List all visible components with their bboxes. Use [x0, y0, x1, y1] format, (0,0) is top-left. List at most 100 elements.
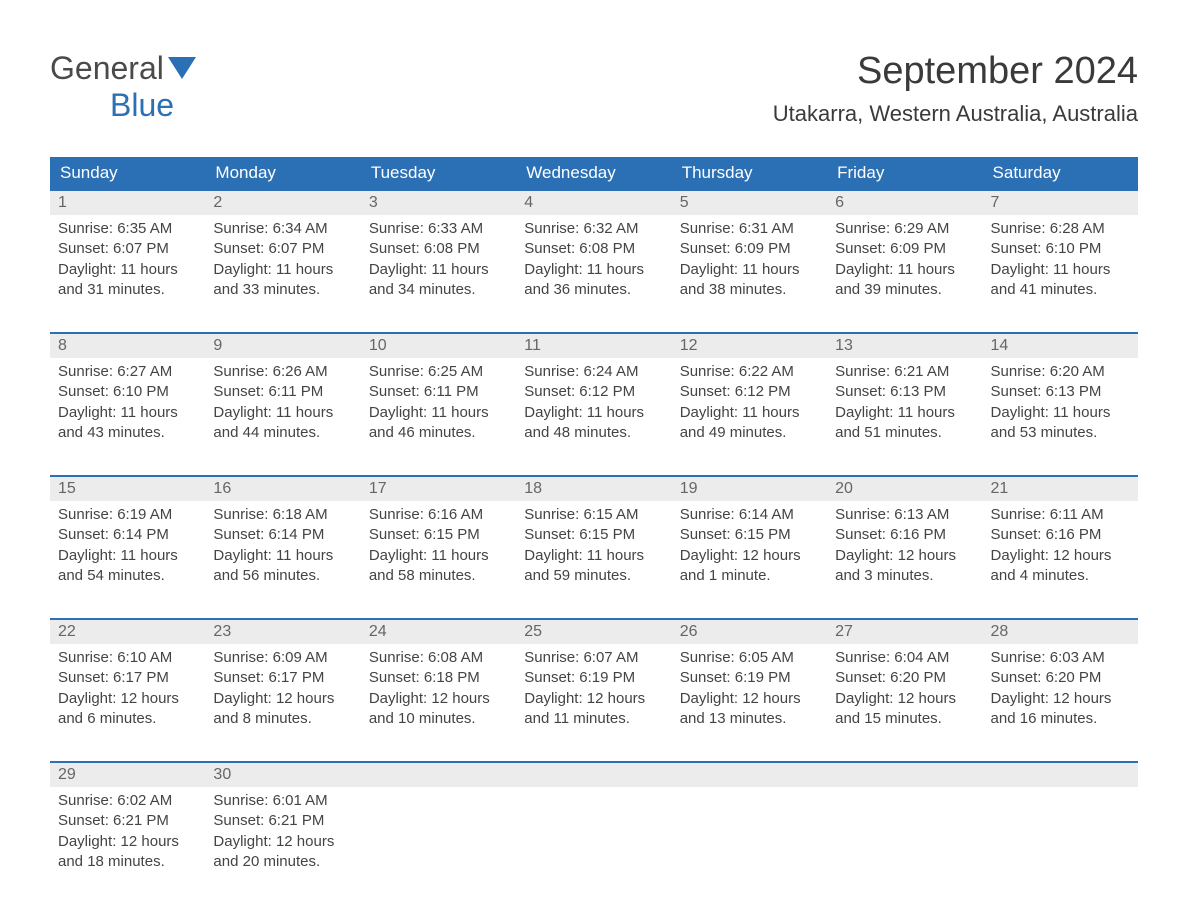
day-cell: 10Sunrise: 6:25 AMSunset: 6:11 PMDayligh…: [361, 332, 516, 447]
day-cell: 16Sunrise: 6:18 AMSunset: 6:14 PMDayligh…: [205, 475, 360, 590]
day-cell: 20Sunrise: 6:13 AMSunset: 6:16 PMDayligh…: [827, 475, 982, 590]
day-cell: 17Sunrise: 6:16 AMSunset: 6:15 PMDayligh…: [361, 475, 516, 590]
day-cell: 9Sunrise: 6:26 AMSunset: 6:11 PMDaylight…: [205, 332, 360, 447]
day-cell: 25Sunrise: 6:07 AMSunset: 6:19 PMDayligh…: [516, 618, 671, 733]
day-content: Sunrise: 6:34 AMSunset: 6:07 PMDaylight:…: [205, 215, 360, 304]
day-cell: 3Sunrise: 6:33 AMSunset: 6:08 PMDaylight…: [361, 189, 516, 304]
day-number: 2: [205, 189, 360, 215]
day-cell: 19Sunrise: 6:14 AMSunset: 6:15 PMDayligh…: [672, 475, 827, 590]
day-cell: 29Sunrise: 6:02 AMSunset: 6:21 PMDayligh…: [50, 761, 205, 876]
day-cell: 22Sunrise: 6:10 AMSunset: 6:17 PMDayligh…: [50, 618, 205, 733]
week-row: 1Sunrise: 6:35 AMSunset: 6:07 PMDaylight…: [50, 189, 1138, 304]
day-content: Sunrise: 6:18 AMSunset: 6:14 PMDaylight:…: [205, 501, 360, 590]
location-subtitle: Utakarra, Western Australia, Australia: [773, 101, 1138, 127]
day-content: Sunrise: 6:32 AMSunset: 6:08 PMDaylight:…: [516, 215, 671, 304]
day-content: Sunrise: 6:11 AMSunset: 6:16 PMDaylight:…: [983, 501, 1138, 590]
day-content: Sunrise: 6:19 AMSunset: 6:14 PMDaylight:…: [50, 501, 205, 590]
day-content: [516, 787, 671, 795]
day-content: Sunrise: 6:04 AMSunset: 6:20 PMDaylight:…: [827, 644, 982, 733]
day-cell: 23Sunrise: 6:09 AMSunset: 6:17 PMDayligh…: [205, 618, 360, 733]
day-number: 15: [50, 475, 205, 501]
day-content: Sunrise: 6:33 AMSunset: 6:08 PMDaylight:…: [361, 215, 516, 304]
day-number: 6: [827, 189, 982, 215]
day-number: .: [983, 761, 1138, 787]
day-cell: 6Sunrise: 6:29 AMSunset: 6:09 PMDaylight…: [827, 189, 982, 304]
day-cell: .: [827, 761, 982, 876]
day-cell: .: [672, 761, 827, 876]
day-content: Sunrise: 6:28 AMSunset: 6:10 PMDaylight:…: [983, 215, 1138, 304]
day-content: [672, 787, 827, 795]
day-header: Friday: [827, 157, 982, 189]
day-header: Sunday: [50, 157, 205, 189]
calendar: SundayMondayTuesdayWednesdayThursdayFrid…: [50, 157, 1138, 876]
day-cell: 28Sunrise: 6:03 AMSunset: 6:20 PMDayligh…: [983, 618, 1138, 733]
day-number: 5: [672, 189, 827, 215]
day-number: 27: [827, 618, 982, 644]
day-content: Sunrise: 6:27 AMSunset: 6:10 PMDaylight:…: [50, 358, 205, 447]
day-number: .: [361, 761, 516, 787]
day-cell: 12Sunrise: 6:22 AMSunset: 6:12 PMDayligh…: [672, 332, 827, 447]
day-number: .: [672, 761, 827, 787]
logo-flag-icon: [168, 57, 196, 79]
day-content: Sunrise: 6:24 AMSunset: 6:12 PMDaylight:…: [516, 358, 671, 447]
day-number: 17: [361, 475, 516, 501]
day-content: Sunrise: 6:31 AMSunset: 6:09 PMDaylight:…: [672, 215, 827, 304]
day-number: .: [516, 761, 671, 787]
week-row: 8Sunrise: 6:27 AMSunset: 6:10 PMDaylight…: [50, 332, 1138, 447]
day-content: [983, 787, 1138, 795]
day-cell: 15Sunrise: 6:19 AMSunset: 6:14 PMDayligh…: [50, 475, 205, 590]
day-header-row: SundayMondayTuesdayWednesdayThursdayFrid…: [50, 157, 1138, 189]
day-number: 13: [827, 332, 982, 358]
day-cell: 30Sunrise: 6:01 AMSunset: 6:21 PMDayligh…: [205, 761, 360, 876]
day-content: Sunrise: 6:01 AMSunset: 6:21 PMDaylight:…: [205, 787, 360, 876]
day-header: Thursday: [672, 157, 827, 189]
day-number: 21: [983, 475, 1138, 501]
day-number: 7: [983, 189, 1138, 215]
day-cell: 18Sunrise: 6:15 AMSunset: 6:15 PMDayligh…: [516, 475, 671, 590]
day-cell: 26Sunrise: 6:05 AMSunset: 6:19 PMDayligh…: [672, 618, 827, 733]
day-header: Saturday: [983, 157, 1138, 189]
day-content: Sunrise: 6:07 AMSunset: 6:19 PMDaylight:…: [516, 644, 671, 733]
day-content: Sunrise: 6:10 AMSunset: 6:17 PMDaylight:…: [50, 644, 205, 733]
day-content: Sunrise: 6:21 AMSunset: 6:13 PMDaylight:…: [827, 358, 982, 447]
day-number: 23: [205, 618, 360, 644]
day-number: 29: [50, 761, 205, 787]
month-title: September 2024: [773, 50, 1138, 93]
day-content: Sunrise: 6:15 AMSunset: 6:15 PMDaylight:…: [516, 501, 671, 590]
day-cell: 2Sunrise: 6:34 AMSunset: 6:07 PMDaylight…: [205, 189, 360, 304]
day-header: Tuesday: [361, 157, 516, 189]
day-number: 18: [516, 475, 671, 501]
week-row: 22Sunrise: 6:10 AMSunset: 6:17 PMDayligh…: [50, 618, 1138, 733]
day-content: [827, 787, 982, 795]
logo-part2: Blue: [50, 87, 174, 123]
day-content: Sunrise: 6:05 AMSunset: 6:19 PMDaylight:…: [672, 644, 827, 733]
logo-part1: General: [50, 50, 164, 86]
day-number: 12: [672, 332, 827, 358]
day-cell: 1Sunrise: 6:35 AMSunset: 6:07 PMDaylight…: [50, 189, 205, 304]
day-content: Sunrise: 6:16 AMSunset: 6:15 PMDaylight:…: [361, 501, 516, 590]
day-number: 30: [205, 761, 360, 787]
day-number: 19: [672, 475, 827, 501]
week-row: 29Sunrise: 6:02 AMSunset: 6:21 PMDayligh…: [50, 761, 1138, 876]
day-number: 4: [516, 189, 671, 215]
day-cell: 8Sunrise: 6:27 AMSunset: 6:10 PMDaylight…: [50, 332, 205, 447]
day-content: Sunrise: 6:25 AMSunset: 6:11 PMDaylight:…: [361, 358, 516, 447]
day-number: 8: [50, 332, 205, 358]
header: General Blue September 2024 Utakarra, We…: [50, 50, 1138, 127]
day-content: Sunrise: 6:29 AMSunset: 6:09 PMDaylight:…: [827, 215, 982, 304]
day-cell: 4Sunrise: 6:32 AMSunset: 6:08 PMDaylight…: [516, 189, 671, 304]
day-cell: .: [361, 761, 516, 876]
day-content: Sunrise: 6:26 AMSunset: 6:11 PMDaylight:…: [205, 358, 360, 447]
day-content: Sunrise: 6:22 AMSunset: 6:12 PMDaylight:…: [672, 358, 827, 447]
day-cell: 14Sunrise: 6:20 AMSunset: 6:13 PMDayligh…: [983, 332, 1138, 447]
day-cell: 21Sunrise: 6:11 AMSunset: 6:16 PMDayligh…: [983, 475, 1138, 590]
day-number: 22: [50, 618, 205, 644]
day-number: 14: [983, 332, 1138, 358]
day-content: Sunrise: 6:20 AMSunset: 6:13 PMDaylight:…: [983, 358, 1138, 447]
day-content: [361, 787, 516, 795]
day-number: 26: [672, 618, 827, 644]
day-cell: 5Sunrise: 6:31 AMSunset: 6:09 PMDaylight…: [672, 189, 827, 304]
day-content: Sunrise: 6:03 AMSunset: 6:20 PMDaylight:…: [983, 644, 1138, 733]
day-number: 16: [205, 475, 360, 501]
day-number: 24: [361, 618, 516, 644]
